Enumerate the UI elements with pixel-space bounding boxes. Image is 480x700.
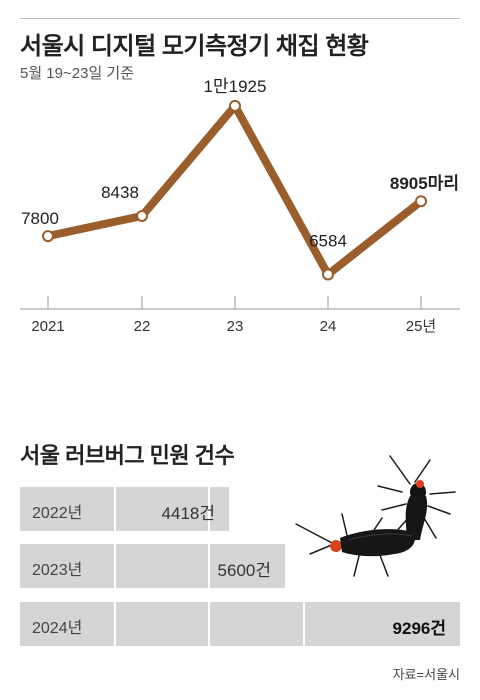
data-label: 8905마리 xyxy=(390,174,459,193)
bar-category-label: 2024년 xyxy=(32,620,83,637)
data-point xyxy=(136,209,148,222)
x-tick-label: 24 xyxy=(320,318,337,335)
data-label: 6584 xyxy=(309,231,347,250)
bar-category-label: 2023년 xyxy=(32,562,83,579)
x-tick-label: 22 xyxy=(134,318,151,335)
lovebug-illustration xyxy=(295,455,456,577)
bar-segment-divider xyxy=(208,544,210,588)
line-chart: 2021 22 23 24 25년 7800 8438 1만1925 6584 8905마리 xyxy=(20,77,460,335)
bar-row: 2022년 4418건 xyxy=(20,487,460,531)
bar-segment-divider xyxy=(114,487,116,531)
bar-value-label: 9296건 xyxy=(392,619,446,638)
data-label: 1만1925 xyxy=(204,77,267,96)
bar xyxy=(20,602,460,646)
bar-category-label: 2022년 xyxy=(32,505,83,522)
data-label: 7800 xyxy=(21,209,59,228)
bar xyxy=(20,487,229,531)
chart-title: 서울시 디지털 모기측정기 채집 현황 xyxy=(20,33,369,60)
bar-segment-divider xyxy=(208,602,210,646)
top-divider xyxy=(20,18,460,19)
bar xyxy=(20,544,285,588)
bar-row: 2024년 9296건 xyxy=(20,602,460,646)
data-label: 8438 xyxy=(101,183,139,202)
data-point xyxy=(42,230,54,243)
bar-chart-title: 서울 러브버그 민원 건수 xyxy=(20,443,235,468)
bar-value-label: 5600건 xyxy=(217,561,271,580)
x-tick-label: 25년 xyxy=(406,318,437,335)
bar-segment-divider xyxy=(114,602,116,646)
data-point xyxy=(415,195,427,208)
bar-segment-divider xyxy=(303,602,305,646)
source-note: 자료=서울시 xyxy=(392,667,460,682)
x-tick-label: 2021 xyxy=(31,318,64,335)
bar-row: 2023년 5600건 xyxy=(20,544,460,588)
bar-value-label: 4418건 xyxy=(161,504,215,523)
data-point xyxy=(322,268,334,281)
data-point xyxy=(229,99,241,112)
x-tick-label: 23 xyxy=(227,318,244,335)
bar-segment-divider xyxy=(208,487,210,531)
chart-subtitle: 5월 19~23일 기준 xyxy=(20,65,135,82)
bar-segment-divider xyxy=(114,544,116,588)
